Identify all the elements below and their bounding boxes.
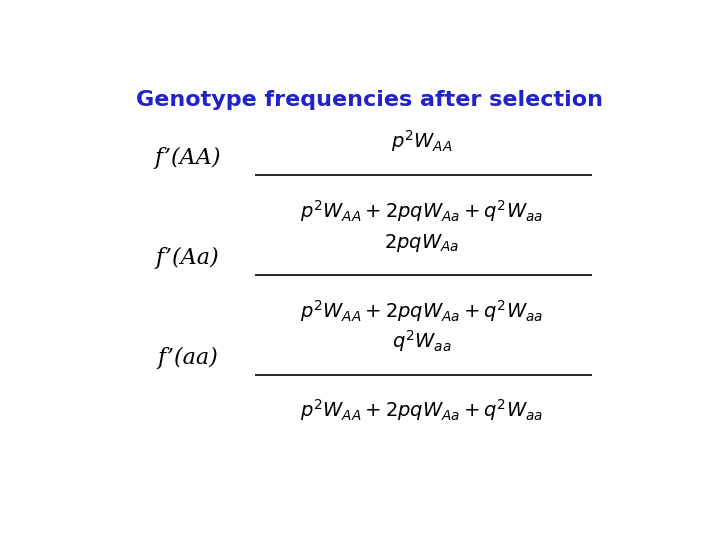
Text: $p^{2}W_{AA}$: $p^{2}W_{AA}$ (391, 129, 453, 154)
Text: $p^{2}W_{AA}+2pqW_{Aa}+q^{2}W_{aa}$: $p^{2}W_{AA}+2pqW_{Aa}+q^{2}W_{aa}$ (300, 298, 544, 323)
Text: f’(AA): f’(AA) (154, 147, 221, 170)
Text: $2pqW_{Aa}$: $2pqW_{Aa}$ (384, 232, 459, 254)
Text: f’(aa): f’(aa) (157, 347, 218, 369)
Text: $p^{2}W_{AA}+2pqW_{Aa}+q^{2}W_{aa}$: $p^{2}W_{AA}+2pqW_{Aa}+q^{2}W_{aa}$ (300, 198, 544, 224)
Text: Genotype frequencies after selection: Genotype frequencies after selection (135, 90, 603, 110)
Text: $q^{2}W_{aa}$: $q^{2}W_{aa}$ (392, 328, 452, 354)
Text: f’(Aa): f’(Aa) (156, 247, 220, 269)
Text: $p^{2}W_{AA}+2pqW_{Aa}+q^{2}W_{aa}$: $p^{2}W_{AA}+2pqW_{Aa}+q^{2}W_{aa}$ (300, 397, 544, 423)
